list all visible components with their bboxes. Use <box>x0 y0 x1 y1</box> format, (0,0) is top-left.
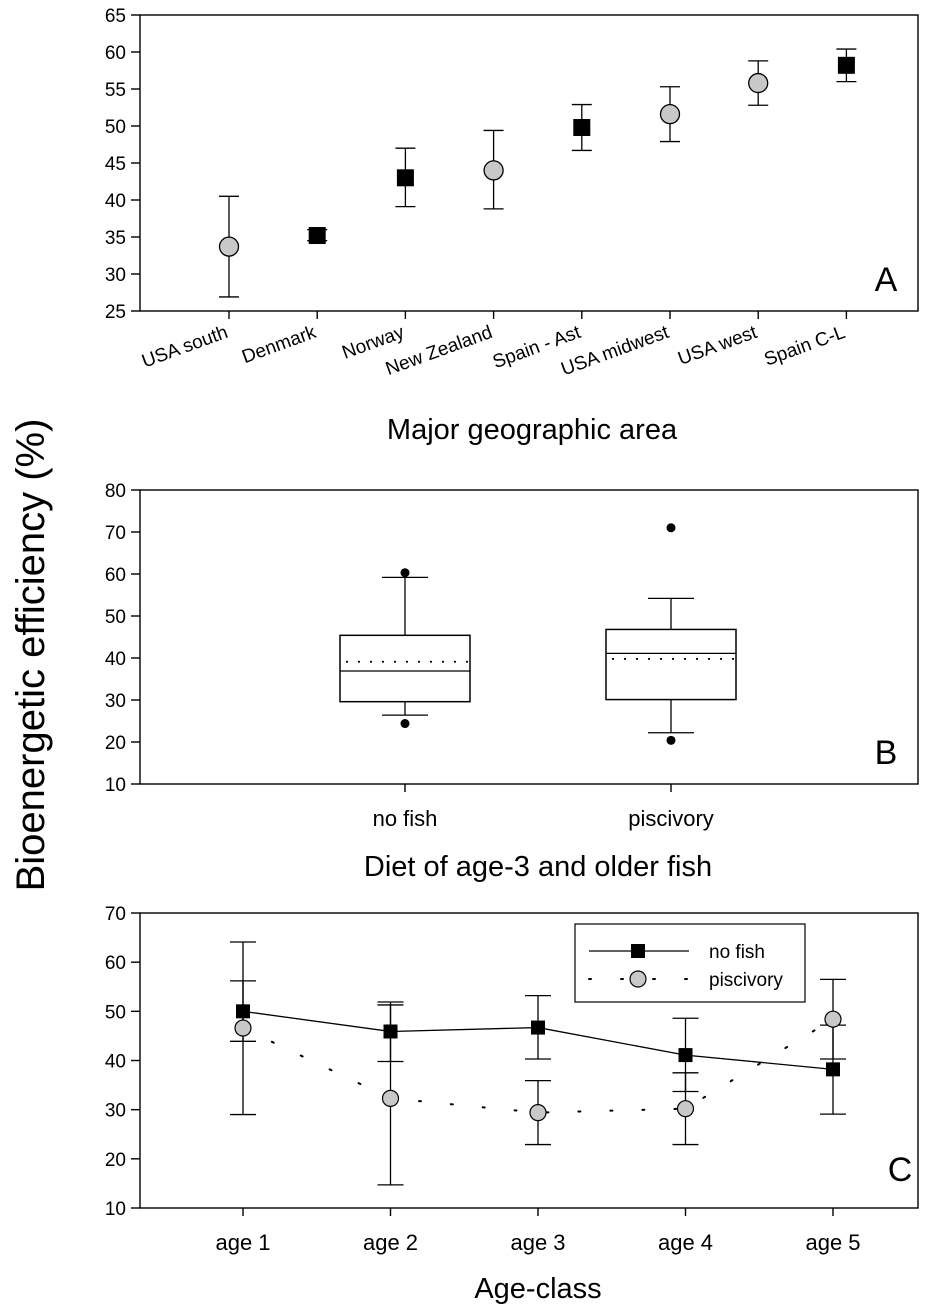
legend-label: no fish <box>709 942 765 963</box>
data-point-square <box>826 1062 840 1077</box>
panel-letter: B <box>875 734 898 772</box>
data-point-circle <box>381 1089 400 1107</box>
y-tick-label: 40 <box>105 649 126 670</box>
y-tick-label: 70 <box>105 904 126 925</box>
y-tick-label: 60 <box>105 565 126 586</box>
y-tick-label: 70 <box>105 523 126 544</box>
box-outlier-point <box>666 523 676 533</box>
shared-y-axis-label: Bioenergetic efficiency (%) <box>9 419 53 892</box>
data-point-square <box>396 169 414 187</box>
x-axis-label: Age-class <box>474 1273 601 1305</box>
x-tick-label: age 2 <box>363 1230 418 1255</box>
y-tick-label: 50 <box>105 1002 126 1023</box>
y-tick-label: 10 <box>105 775 126 796</box>
legend-marker-circle <box>629 970 647 988</box>
box-outlier-point <box>400 568 410 578</box>
y-tick-label: 35 <box>105 228 126 249</box>
y-tick-label: 45 <box>105 154 126 175</box>
x-tick-label: no fish <box>373 806 438 831</box>
panel-letter: C <box>888 1151 913 1189</box>
y-tick-label: 60 <box>105 43 126 64</box>
data-point-circle <box>659 104 681 125</box>
data-point-square <box>678 1048 693 1063</box>
y-tick-label: 20 <box>105 733 126 754</box>
data-point-square <box>383 1024 398 1039</box>
y-tick-label: 65 <box>105 6 126 27</box>
y-tick-label: 60 <box>105 953 126 974</box>
x-tick-label: age 1 <box>215 1230 270 1255</box>
y-tick-label: 55 <box>105 80 126 101</box>
data-point-square <box>531 1020 545 1035</box>
legend-label: piscivory <box>709 970 783 991</box>
y-tick-label: 30 <box>105 265 126 286</box>
y-tick-label: 80 <box>105 481 126 502</box>
x-axis-label: Major geographic area <box>387 414 678 446</box>
y-tick-label: 40 <box>105 1052 126 1073</box>
x-tick-label: USA west <box>675 322 760 370</box>
data-point-circle <box>218 236 240 257</box>
data-point-circle <box>676 1100 695 1118</box>
data-point-square <box>573 118 591 136</box>
data-point-circle <box>529 1104 547 1122</box>
y-tick-label: 40 <box>105 191 126 212</box>
legend-marker-square <box>631 944 645 958</box>
x-tick-label: piscivory <box>628 806 714 831</box>
plot-frame <box>139 14 919 312</box>
data-point-square <box>837 56 855 74</box>
panel-b-diet-boxplot: 10 20 30 40 50 60 70 80 Bno fish piscivory Diet of… <box>105 481 919 883</box>
y-tick-label: 50 <box>105 117 126 138</box>
x-tick-label: Spain C-L <box>762 322 849 371</box>
data-point-circle <box>824 1010 842 1028</box>
box-iqr <box>339 634 471 703</box>
data-point-circle <box>234 1019 252 1037</box>
y-tick-label: 10 <box>105 1199 126 1220</box>
y-tick-label: 30 <box>105 691 126 712</box>
data-point-circle <box>748 72 769 94</box>
data-point-square <box>236 1004 250 1019</box>
x-tick-label: Denmark <box>239 322 319 368</box>
box-outlier-point <box>666 735 676 745</box>
plot-frame <box>139 489 919 785</box>
x-tick-label: age 5 <box>805 1230 860 1255</box>
panel-letter: A <box>875 261 898 299</box>
data-point-circle <box>483 160 504 181</box>
x-tick-label: age 4 <box>658 1230 713 1255</box>
x-tick-label: age 3 <box>510 1230 565 1255</box>
box-iqr <box>605 628 737 701</box>
y-tick-label: 25 <box>105 302 126 323</box>
y-tick-label: 30 <box>105 1101 126 1122</box>
x-tick-label: USA south <box>139 322 231 372</box>
y-tick-label: 20 <box>105 1150 126 1171</box>
legend-box <box>574 923 806 1003</box>
y-tick-label: 50 <box>105 607 126 628</box>
box-outlier-point <box>400 719 410 729</box>
x-axis-label: Diet of age-3 and older fish <box>364 851 712 883</box>
data-point-square <box>308 227 326 245</box>
